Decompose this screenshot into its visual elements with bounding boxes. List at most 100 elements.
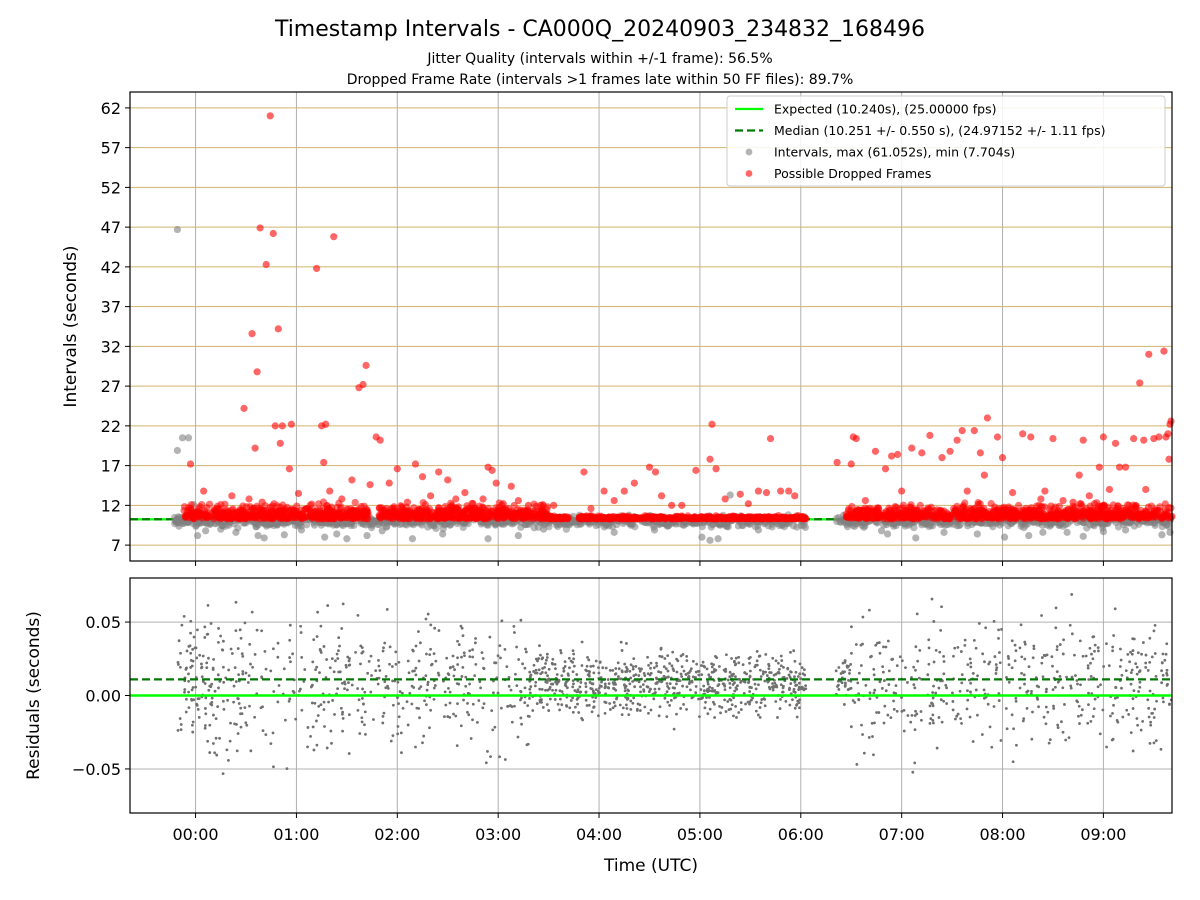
residual-point [347, 681, 350, 685]
dropped-frame-point [253, 368, 261, 376]
residual-point [930, 597, 934, 601]
dropped-frame-point [564, 515, 572, 523]
residual-point [253, 653, 257, 656]
residual-point [694, 685, 698, 688]
residual-point [545, 703, 549, 706]
interval-point [339, 521, 347, 530]
dropped-frame-point [616, 514, 624, 523]
interval-point [206, 520, 214, 528]
residual-point [276, 700, 280, 704]
dropped-frame-point [411, 460, 420, 468]
dropped-frame-point [258, 498, 266, 506]
dropped-frame-point [708, 420, 716, 428]
intervals-y-tick-label: 22 [101, 417, 121, 436]
residual-point [421, 741, 424, 745]
residual-point [1132, 689, 1136, 693]
residual-point [730, 674, 734, 678]
dropped-frame-point [1009, 506, 1017, 514]
residual-point [180, 623, 184, 627]
residual-point [396, 725, 400, 728]
residual-point [932, 684, 935, 688]
residual-point [892, 699, 895, 703]
residual-point [1055, 670, 1059, 674]
dropped-frame-point [1015, 510, 1023, 519]
residual-point [916, 659, 920, 663]
dropped-frame-point [306, 508, 314, 517]
dropped-frame-point [287, 420, 295, 428]
residual-point [1148, 741, 1152, 745]
dropped-frame-point [415, 513, 423, 522]
residual-point [250, 610, 254, 614]
dropped-frame-point [426, 492, 435, 500]
residual-point [177, 639, 181, 643]
residual-point [634, 665, 638, 668]
dropped-frame-point [1131, 503, 1139, 511]
residual-point [277, 684, 281, 687]
dropped-frame-point [476, 512, 484, 520]
residual-point [706, 680, 710, 684]
dropped-frame-point [228, 492, 236, 500]
residual-point [203, 636, 207, 639]
residual-point [189, 666, 193, 669]
residual-point [448, 690, 452, 694]
residual-point [939, 628, 943, 632]
dropped-frame-point [1083, 511, 1091, 519]
residual-point [313, 701, 317, 705]
residual-point [568, 666, 571, 670]
residual-point [1124, 669, 1128, 673]
interval-point [173, 515, 181, 523]
residual-point [230, 652, 234, 655]
residual-point [190, 688, 194, 692]
residual-point [1060, 720, 1063, 724]
residual-point [184, 710, 188, 714]
dropped-frame-point [657, 492, 666, 500]
dropped-frame-point [963, 487, 971, 495]
dropped-frame-point [550, 501, 558, 509]
residual-point [1140, 652, 1143, 656]
residual-point [1086, 721, 1090, 725]
residual-point [179, 723, 183, 726]
residual-point [322, 645, 326, 648]
residual-point [671, 650, 675, 654]
dropped-frame-point [852, 434, 860, 443]
residual-point [271, 731, 275, 735]
residual-point [638, 709, 642, 712]
dropped-frame-point [278, 422, 286, 430]
residual-point [931, 721, 935, 725]
residual-point [710, 686, 714, 690]
interval-point [297, 526, 306, 534]
residual-point [194, 646, 198, 650]
dropped-frame-point [279, 501, 287, 509]
interval-point [1017, 522, 1025, 530]
interval-point [408, 535, 417, 543]
residual-point [1096, 685, 1100, 689]
residual-point [356, 687, 360, 690]
residual-point [704, 700, 707, 704]
dropped-frame-point [754, 487, 763, 495]
dropped-frame-point [536, 501, 545, 509]
residual-point [345, 688, 349, 692]
dropped-frame-point [714, 514, 723, 523]
dropped-frame-point [1136, 379, 1144, 387]
dropped-frame-point [576, 514, 584, 522]
residual-point [213, 751, 217, 755]
dropped-frame-point [955, 511, 963, 519]
interval-point [329, 521, 337, 529]
residual-point [315, 719, 318, 723]
dropped-frame-point [461, 489, 469, 497]
residual-point [400, 751, 403, 755]
interval-point [439, 530, 447, 538]
residual-point [201, 654, 205, 658]
dropped-frame-point [983, 513, 991, 521]
residual-point [319, 703, 323, 707]
residual-point [317, 704, 321, 708]
residual-point [980, 733, 984, 736]
residual-point [724, 653, 728, 657]
residual-point [658, 705, 662, 709]
residual-point [363, 723, 366, 727]
residual-point [913, 761, 917, 765]
residual-point [608, 702, 612, 705]
residual-point [665, 690, 669, 694]
